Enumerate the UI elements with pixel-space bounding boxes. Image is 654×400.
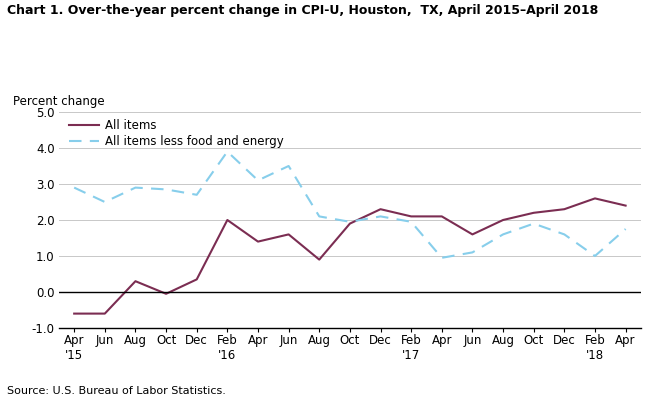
All items less food and energy [407, 219, 415, 224]
All items less food and energy [560, 232, 568, 237]
All items less food and energy [284, 164, 292, 168]
All items [438, 214, 446, 219]
Text: Percent change: Percent change [13, 95, 105, 108]
All items [530, 210, 538, 215]
All items [224, 218, 232, 222]
All items less food and energy [530, 221, 538, 226]
All items less food and energy [468, 250, 476, 255]
All items [131, 279, 139, 284]
All items [407, 214, 415, 219]
All items [622, 203, 630, 208]
All items less food and energy [315, 214, 323, 219]
All items [499, 218, 507, 222]
All items less food and energy [377, 214, 385, 219]
All items less food and energy [224, 149, 232, 154]
All items less food and energy [346, 219, 354, 224]
All items less food and energy [254, 178, 262, 183]
All items less food and energy [70, 185, 78, 190]
All items less food and energy [438, 256, 446, 260]
All items less food and energy [101, 200, 109, 204]
All items less food and energy [499, 232, 507, 237]
All items [468, 232, 476, 237]
All items [315, 257, 323, 262]
Line: All items: All items [74, 198, 626, 314]
All items less food and energy [622, 226, 630, 231]
All items less food and energy [162, 187, 170, 192]
All items [284, 232, 292, 237]
All items less food and energy [193, 192, 201, 197]
All items [254, 239, 262, 244]
All items [70, 311, 78, 316]
Line: All items less food and energy: All items less food and energy [74, 152, 626, 258]
Text: Chart 1. Over-the-year percent change in CPI-U, Houston,  TX, April 2015–April 2: Chart 1. Over-the-year percent change in… [7, 4, 598, 17]
All items [377, 207, 385, 212]
All items less food and energy [131, 185, 139, 190]
All items [560, 207, 568, 212]
All items [591, 196, 599, 201]
All items [101, 311, 109, 316]
All items [346, 221, 354, 226]
All items [193, 277, 201, 282]
Legend: All items, All items less food and energy: All items, All items less food and energ… [65, 114, 288, 153]
Text: Source: U.S. Bureau of Labor Statistics.: Source: U.S. Bureau of Labor Statistics. [7, 386, 226, 396]
All items [162, 291, 170, 296]
All items less food and energy [591, 254, 599, 258]
